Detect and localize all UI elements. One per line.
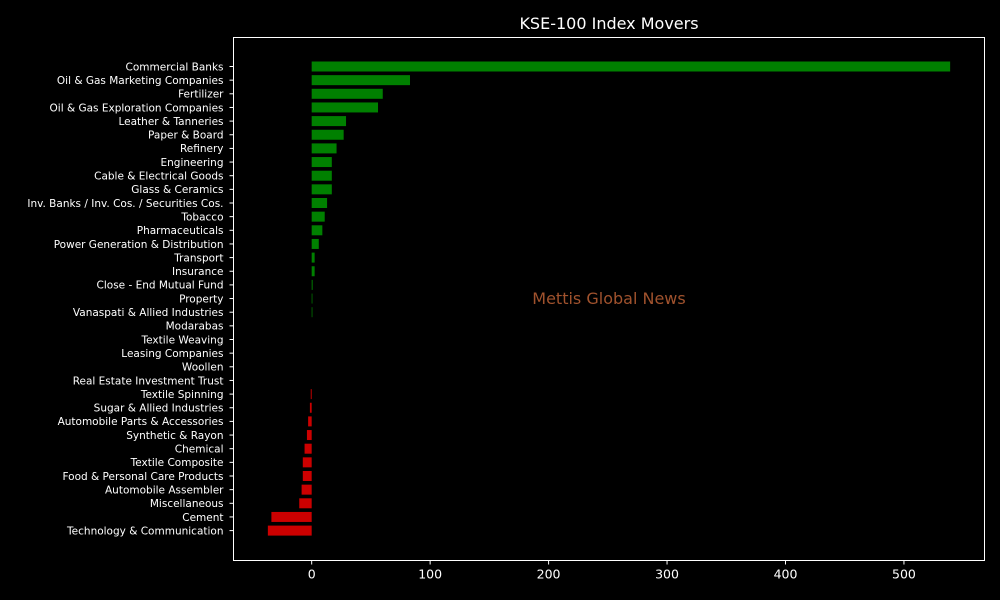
chart-title: KSE-100 Index Movers xyxy=(519,14,698,33)
bar xyxy=(311,75,410,86)
bar xyxy=(311,307,313,318)
category-label: Tobacco xyxy=(180,211,223,223)
bar xyxy=(267,525,312,536)
bar xyxy=(299,498,312,509)
bar xyxy=(311,238,319,249)
bar xyxy=(311,129,344,140)
category-label: Property xyxy=(179,293,223,305)
category-label: Modarabas xyxy=(166,321,224,333)
category-label: Woollen xyxy=(182,362,224,374)
bar xyxy=(310,389,312,400)
category-label: Technology & Communication xyxy=(66,525,223,537)
category-label: Leather & Tanneries xyxy=(118,116,223,128)
bar xyxy=(306,430,312,441)
bar xyxy=(311,170,332,181)
category-label: Automobile Assembler xyxy=(105,484,224,496)
bar xyxy=(308,416,312,427)
category-label: Miscellaneous xyxy=(150,498,224,510)
bar xyxy=(302,471,312,481)
bar xyxy=(311,61,951,72)
category-label: Synthetic & Rayon xyxy=(126,430,223,442)
bar xyxy=(311,102,379,113)
bar xyxy=(311,116,347,127)
category-label: Inv. Banks / Inv. Cos. / Securities Cos. xyxy=(27,198,223,210)
category-label: Insurance xyxy=(172,266,224,278)
x-tick-label: 100 xyxy=(418,567,442,582)
category-label: Commercial Banks xyxy=(126,61,224,73)
category-label: Pharmaceuticals xyxy=(137,225,224,237)
x-tick-label: 300 xyxy=(655,567,679,582)
bar xyxy=(311,293,313,304)
bar xyxy=(302,457,312,468)
x-axis-ticks: 0 100 200 300 400 500 xyxy=(308,560,916,582)
category-label: Textile Composite xyxy=(130,457,224,469)
bar xyxy=(311,198,328,208)
x-tick-label: 200 xyxy=(537,567,561,582)
category-label: Refinery xyxy=(180,143,224,155)
bar xyxy=(271,511,312,522)
category-label: Textile Weaving xyxy=(141,334,224,346)
category-label: Close - End Mutual Fund xyxy=(97,280,224,292)
category-label: Oil & Gas Marketing Companies xyxy=(57,75,224,87)
bars-group xyxy=(267,61,951,536)
category-label: Power Generation & Distribution xyxy=(54,239,224,251)
category-label: Real Estate Investment Trust xyxy=(73,375,224,387)
bar xyxy=(311,225,323,236)
bar xyxy=(311,211,325,222)
bar xyxy=(311,279,313,290)
category-label: Food & Personal Care Products xyxy=(62,471,223,483)
category-label: Automobile Parts & Accessories xyxy=(58,416,224,428)
category-label: Chemical xyxy=(175,444,224,456)
category-label: Engineering xyxy=(161,157,224,169)
category-label: Cable & Electrical Goods xyxy=(94,171,223,183)
bar xyxy=(311,143,337,154)
x-tick-label: 0 xyxy=(308,567,316,582)
bar xyxy=(309,402,312,413)
x-tick-label: 500 xyxy=(892,567,916,582)
x-tick-label: 400 xyxy=(774,567,798,582)
category-labels: Commercial Banks Oil & Gas Marketing Comp… xyxy=(27,61,234,537)
bar xyxy=(311,266,315,277)
category-label: Leasing Companies xyxy=(121,348,223,360)
bar xyxy=(311,252,315,263)
bar xyxy=(311,184,332,195)
category-label: Glass & Ceramics xyxy=(131,184,223,196)
category-label: Oil & Gas Exploration Companies xyxy=(50,102,224,114)
category-label: Textile Spinning xyxy=(140,389,224,401)
bar xyxy=(311,88,383,99)
bar xyxy=(311,157,332,168)
category-label: Fertilizer xyxy=(178,89,224,101)
category-label: Cement xyxy=(182,512,223,524)
bar xyxy=(301,484,312,495)
watermark-text: Mettis Global News xyxy=(532,289,685,308)
category-label: Vanaspati & Allied Industries xyxy=(73,307,224,319)
bar xyxy=(304,443,312,454)
category-label: Sugar & Allied Industries xyxy=(94,403,224,415)
category-label: Paper & Board xyxy=(148,130,223,142)
category-label: Transport xyxy=(173,252,223,264)
